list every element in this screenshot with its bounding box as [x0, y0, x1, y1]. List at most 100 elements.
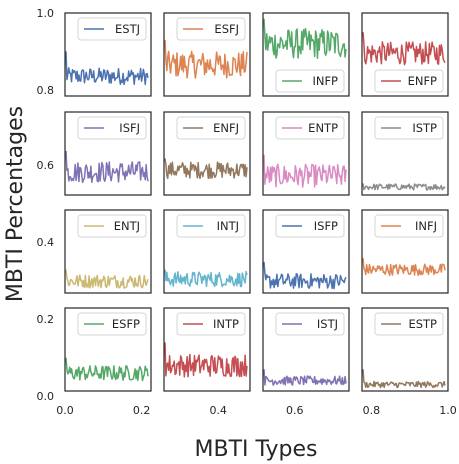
y-tick-label: 0.4 — [37, 236, 55, 249]
legend-label: ISTP — [412, 121, 437, 135]
series-line-esfp — [65, 357, 149, 382]
legend-label: INTJ — [217, 219, 239, 233]
legend-box — [176, 116, 246, 140]
legend-esfp: ESFP — [77, 312, 147, 336]
x-tick-label: 0.2 — [133, 404, 151, 417]
legend-intp: INTP — [176, 312, 246, 336]
legend-box — [77, 312, 147, 336]
legend-label: ISTJ — [317, 317, 338, 331]
panel-frame — [64, 12, 152, 97]
panel-enfj: ENFJ — [163, 111, 251, 196]
legend-isfj: ISFJ — [77, 116, 147, 140]
legend-label: INFJ — [415, 219, 437, 233]
panel-frame — [163, 307, 251, 392]
legend-box — [275, 214, 345, 238]
legend-label: ENFJ — [213, 121, 239, 135]
legend-entj: ENTJ — [77, 214, 147, 238]
legend-enfj: ENFJ — [176, 116, 246, 140]
panel-frame — [262, 12, 350, 97]
series-line-isfj — [65, 150, 149, 184]
legend-label: ESTJ — [115, 22, 140, 36]
panel-entp: ENTP — [262, 111, 350, 196]
series-line-isfp — [263, 261, 347, 290]
panel-frame — [361, 12, 449, 97]
legend-infp: INFP — [275, 69, 345, 93]
legend-box — [374, 214, 444, 238]
legend-infj: INFJ — [374, 214, 444, 238]
legend-box — [77, 17, 147, 41]
panel-frame — [64, 209, 152, 294]
legend-box — [275, 116, 345, 140]
panel-infp: INFP — [262, 12, 350, 97]
y-tick-label: 0.6 — [37, 159, 55, 172]
legend-estp: ESTP — [374, 312, 444, 336]
y-tick-label: 0.8 — [37, 84, 55, 97]
legend-label: ISFJ — [119, 121, 140, 135]
x-axis-ticks: 0.0 0.2 0.4 0.6 0.8 1.0 — [56, 404, 457, 417]
y-axis-ticks: 0.0 0.2 0.4 0.6 0.8 1.0 — [37, 7, 55, 403]
panel-frame — [262, 111, 350, 196]
x-tick-label: 0.6 — [286, 404, 304, 417]
legend-box — [374, 116, 444, 140]
panel-frame — [163, 209, 251, 294]
x-tick-label: 0.0 — [56, 404, 74, 417]
series-line-entp — [263, 154, 347, 188]
legend-label: INFP — [312, 74, 338, 88]
legend-box — [77, 214, 147, 238]
panel-intp: INTP — [163, 307, 251, 392]
legend-box — [275, 312, 345, 336]
panel-istp: ISTP — [361, 111, 449, 196]
panel-istj: ISTJ — [262, 307, 350, 392]
legend-label: ESFP — [112, 317, 140, 331]
series-line-infj — [362, 258, 446, 277]
panel-infj: INFJ — [361, 209, 449, 294]
legend-box — [374, 69, 444, 93]
panel-esfj: ESFJ — [163, 12, 251, 97]
y-tick-label: 1.0 — [37, 7, 55, 20]
panel-frame — [361, 307, 449, 392]
legend-label: ESTP — [408, 317, 437, 331]
legend-esfj: ESFJ — [176, 17, 246, 41]
legend-estj: ESTJ — [77, 17, 147, 41]
panel-esfp: ESFP — [64, 307, 152, 392]
legend-isfp: ISFP — [275, 214, 345, 238]
panel-frame — [163, 111, 251, 196]
legend-box — [374, 312, 444, 336]
panel-intj: INTJ — [163, 209, 251, 294]
y-tick-label: 0.0 — [37, 390, 55, 403]
panel-frame — [64, 307, 152, 392]
panel-frame — [262, 307, 350, 392]
x-tick-label: 0.4 — [209, 404, 227, 417]
y-axis-title: MBTI Percentages — [3, 106, 28, 302]
panel-frame — [163, 12, 251, 97]
legend-box — [176, 312, 246, 336]
series-line-esfj — [164, 39, 248, 79]
legend-label: INTP — [213, 317, 239, 331]
series-line-infp — [263, 18, 347, 59]
series-line-istp — [362, 183, 446, 191]
legend-label: ESFJ — [214, 22, 239, 36]
legend-box — [275, 69, 345, 93]
panel-estj: ESTJ — [64, 12, 152, 97]
x-axis-title: MBTI Types — [195, 437, 318, 462]
y-tick-label: 0.2 — [37, 313, 55, 326]
panel-grid: ESTJ ESFJ INFP ENFP ISFJ ENFJ ENTP ISTP ENTJ INTJ… — [64, 12, 449, 392]
panel-enfp: ENFP — [361, 12, 449, 97]
legend-label: ISFP — [314, 219, 338, 233]
series-line-enfp — [362, 32, 446, 66]
panel-frame — [361, 111, 449, 196]
series-line-intp — [164, 342, 248, 378]
panel-frame — [262, 209, 350, 294]
x-tick-label: 1.0 — [439, 404, 457, 417]
panel-isfj: ISFJ — [64, 111, 152, 196]
series-line-intj — [164, 269, 248, 288]
series-line-estp — [362, 369, 446, 389]
legend-box — [176, 17, 246, 41]
series-line-estj — [65, 51, 149, 86]
panel-isfp: ISFP — [262, 209, 350, 294]
legend-label: ENTP — [308, 121, 338, 135]
x-tick-label: 0.8 — [363, 404, 381, 417]
panel-entj: ENTJ — [64, 209, 152, 294]
legend-istp: ISTP — [374, 116, 444, 140]
